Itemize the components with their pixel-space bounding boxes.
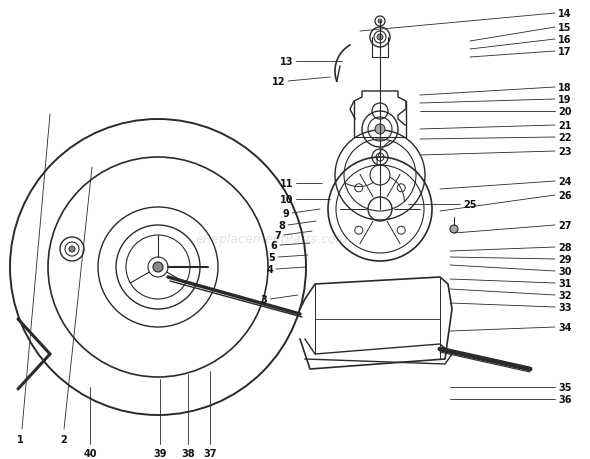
Text: 9: 9 bbox=[282, 208, 289, 218]
Text: 1: 1 bbox=[17, 434, 24, 444]
Text: 22: 22 bbox=[558, 133, 572, 143]
Text: 8: 8 bbox=[278, 220, 285, 230]
Text: 21: 21 bbox=[558, 121, 572, 131]
Text: 29: 29 bbox=[558, 254, 572, 264]
Text: 24: 24 bbox=[558, 177, 572, 187]
Circle shape bbox=[450, 225, 458, 234]
Text: 32: 32 bbox=[558, 291, 572, 300]
Circle shape bbox=[375, 125, 385, 134]
Text: eReplacementParts.com: eReplacementParts.com bbox=[195, 232, 348, 245]
Text: 40: 40 bbox=[83, 448, 97, 458]
Text: 19: 19 bbox=[558, 95, 572, 105]
Text: 18: 18 bbox=[558, 83, 572, 93]
Text: 35: 35 bbox=[558, 382, 572, 392]
Text: 38: 38 bbox=[181, 448, 195, 458]
Text: 10: 10 bbox=[280, 195, 293, 205]
Circle shape bbox=[377, 35, 383, 41]
Text: 2: 2 bbox=[61, 434, 67, 444]
Text: 31: 31 bbox=[558, 279, 572, 288]
Text: 17: 17 bbox=[558, 47, 572, 57]
Circle shape bbox=[69, 246, 75, 252]
Text: 30: 30 bbox=[558, 266, 572, 276]
Text: 26: 26 bbox=[558, 190, 572, 201]
Text: 20: 20 bbox=[558, 107, 572, 117]
Text: 25: 25 bbox=[463, 200, 477, 210]
Text: 23: 23 bbox=[558, 147, 572, 157]
Text: 33: 33 bbox=[558, 302, 572, 312]
Text: 13: 13 bbox=[280, 57, 293, 67]
Text: 27: 27 bbox=[558, 220, 572, 230]
Circle shape bbox=[153, 263, 163, 272]
Text: 11: 11 bbox=[280, 179, 293, 189]
Text: 7: 7 bbox=[274, 230, 281, 241]
Text: 6: 6 bbox=[270, 241, 277, 251]
Text: 12: 12 bbox=[271, 77, 285, 87]
Text: 14: 14 bbox=[558, 9, 572, 19]
Circle shape bbox=[378, 20, 382, 24]
Text: 4: 4 bbox=[266, 264, 273, 274]
Text: 36: 36 bbox=[558, 394, 572, 404]
Text: 15: 15 bbox=[558, 23, 572, 33]
Text: 37: 37 bbox=[203, 448, 217, 458]
Text: 3: 3 bbox=[260, 294, 267, 304]
Text: 39: 39 bbox=[153, 448, 167, 458]
Text: 5: 5 bbox=[268, 252, 275, 263]
Text: 28: 28 bbox=[558, 242, 572, 252]
Text: 34: 34 bbox=[558, 322, 572, 332]
Text: 16: 16 bbox=[558, 35, 572, 45]
